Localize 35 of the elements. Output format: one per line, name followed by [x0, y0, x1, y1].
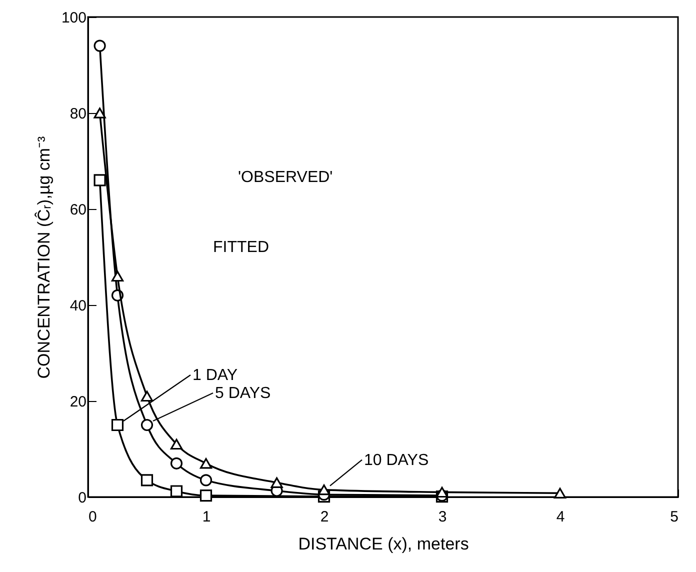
text: 1 DAY — [192, 367, 238, 384]
point — [200, 474, 212, 486]
y-tick-label: 20 — [70, 394, 86, 410]
point — [170, 438, 183, 450]
y-tick-label: 60 — [70, 202, 86, 218]
annotation: 'OBSERVED' — [238, 169, 333, 186]
point — [94, 40, 106, 52]
x-tick-label: 2 — [320, 508, 329, 526]
point — [554, 488, 566, 498]
y-axis-title: CONCENTRATION (Ĉᵣ),µg cm⁻³ — [34, 136, 54, 379]
y-tick-label: 40 — [70, 298, 86, 314]
point — [111, 270, 124, 282]
point — [200, 458, 212, 469]
point — [94, 174, 106, 186]
point — [270, 477, 283, 488]
y-tick-label: 0 — [78, 490, 86, 506]
point — [140, 390, 154, 402]
point — [170, 485, 183, 498]
x-tick-label: 3 — [438, 508, 447, 526]
series-label: 10 DAYS — [364, 452, 429, 469]
point — [170, 457, 183, 470]
annotation: FITTED — [213, 239, 269, 256]
x-tick-label: 1 — [202, 508, 211, 526]
x-axis-title: DISTANCE (x), meters — [298, 534, 469, 554]
x-tick-label: 4 — [556, 508, 565, 526]
point — [111, 418, 124, 432]
text: 5 DAYS — [215, 385, 271, 402]
point — [140, 474, 154, 486]
point — [200, 490, 212, 502]
point — [140, 418, 154, 432]
point — [94, 108, 106, 118]
y-tick-label: 80 — [70, 106, 86, 122]
x-tick-label: 0 — [88, 508, 97, 526]
y-tick-label: 100 — [61, 10, 86, 26]
x-tick-label: 5 — [670, 508, 678, 526]
